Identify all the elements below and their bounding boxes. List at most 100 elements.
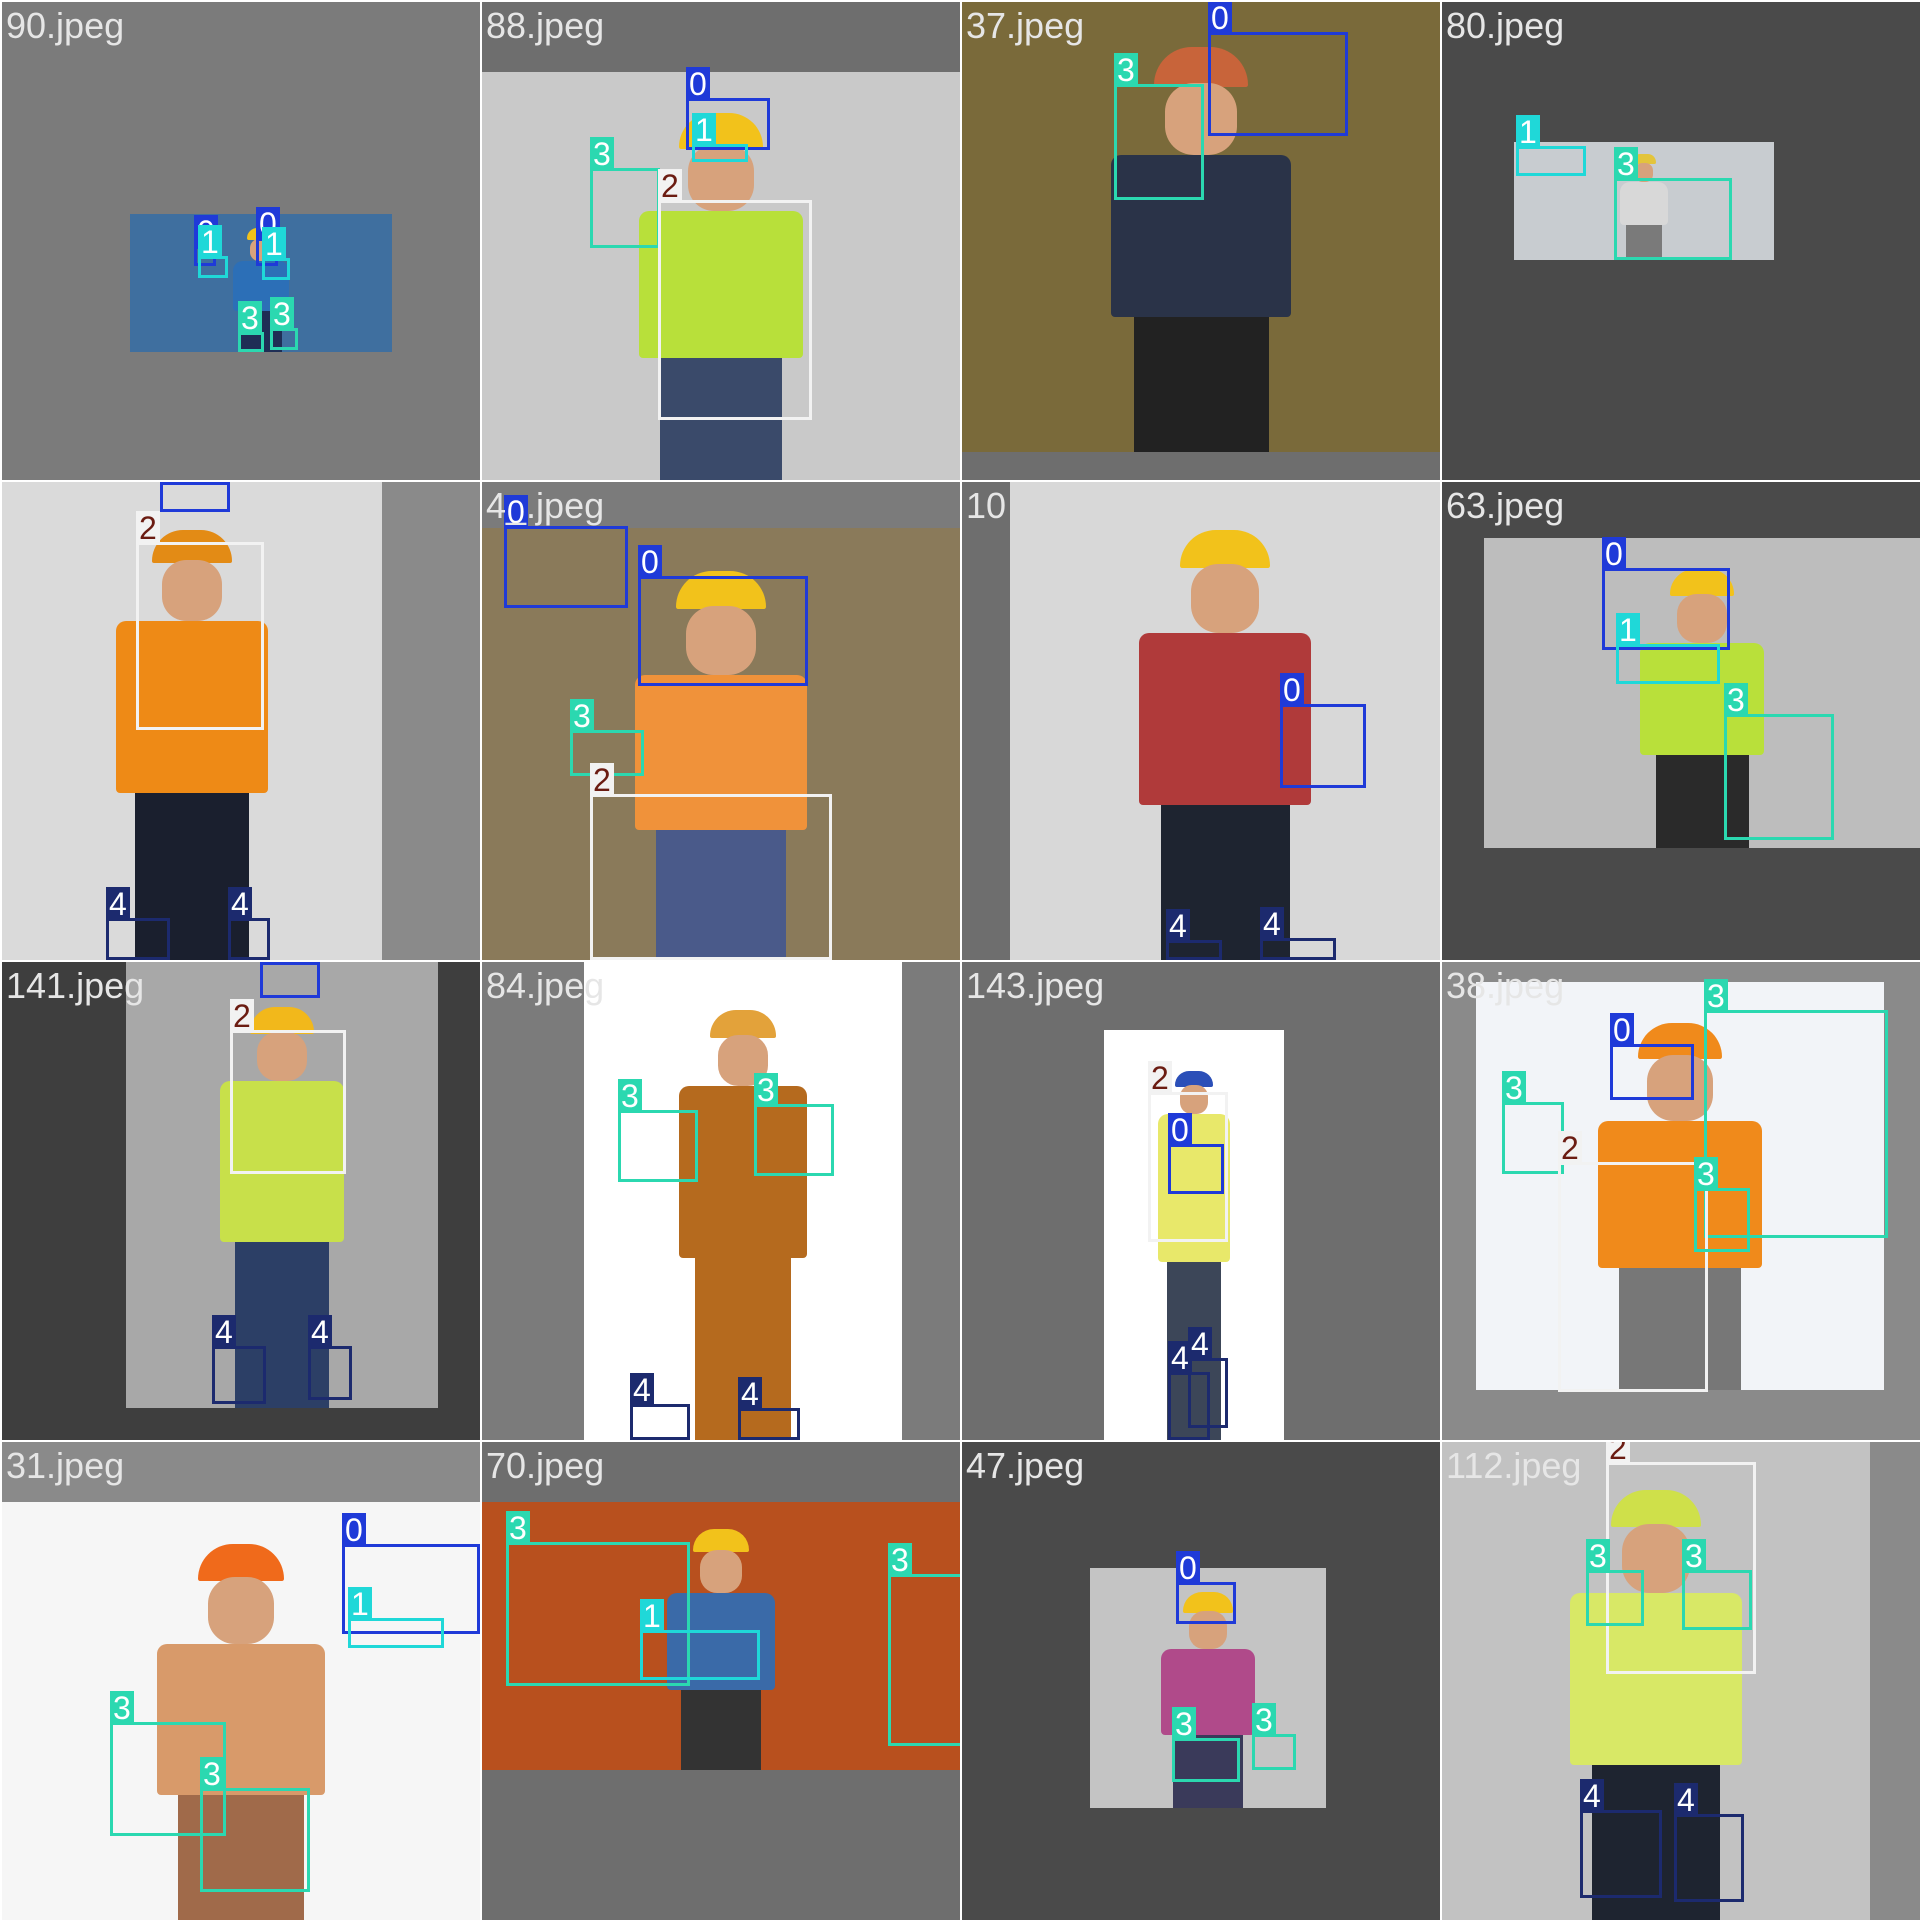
detection-box-class-0: 0 — [638, 545, 808, 686]
photo-worker-yellow-vest-standing — [126, 962, 438, 1408]
detection-box-class-1: 1 — [1516, 115, 1586, 176]
detection-box-class-1: 1 — [692, 113, 748, 162]
detection-box-class-1: 1 — [1616, 613, 1720, 684]
detection-class-label: 0 — [686, 67, 710, 101]
vest-shape — [219, 1081, 345, 1243]
tile-90: 90.jpeg001133 — [2, 2, 480, 480]
detection-class-label: 0 — [638, 545, 662, 579]
detection-class-label: 3 — [888, 1543, 912, 1577]
detection-class-label: 2 — [658, 169, 682, 203]
tile-47: 47.jpeg 0 3 3 — [962, 1442, 1440, 1920]
detection-box-class-3: 3 — [1704, 979, 1888, 1238]
detection-class-label: 1 — [1616, 613, 1640, 647]
detection-class-label: 2 — [1558, 1131, 1582, 1165]
detection-box-class-3: 3 — [110, 1691, 226, 1836]
helmet-shape — [249, 1006, 315, 1035]
tile-63: 63.jpeg 0 1 3 — [1442, 482, 1920, 960]
detection-box-class-4: 4 — [228, 887, 270, 960]
detection-class-label: 2 — [230, 999, 254, 1033]
detection-class-label: 4 — [1674, 1783, 1698, 1817]
detection-box-class-3: 3 — [1614, 147, 1732, 260]
tile-filename: 143.jpeg — [966, 965, 1105, 1006]
detection-class-label: 2 — [590, 763, 614, 797]
detection-class-label: 4 — [212, 1315, 236, 1349]
helmet-shape — [709, 1009, 777, 1038]
detection-box-class-0: 0 — [1280, 673, 1366, 788]
detection-box-class-3: 3 — [1502, 1071, 1564, 1174]
face-shape — [1677, 593, 1727, 644]
detection-class-label: 4 — [1166, 909, 1190, 943]
detection-class-label: 3 — [1704, 979, 1728, 1013]
tile-141: 141.jpeg 0 2 4 4 — [2, 962, 480, 1440]
helmet-shape — [1611, 1489, 1701, 1528]
detection-class-label: 1 — [1516, 115, 1540, 149]
detection-box-class-0: 0 — [1176, 1551, 1236, 1624]
photo-worker-plaid-helmet-in-hand — [1010, 482, 1440, 960]
helmet-shape — [693, 1528, 749, 1553]
photo-worker-respirator-gloves — [2, 1502, 480, 1920]
detection-box-class-2: 2 — [136, 511, 264, 730]
face-shape — [1621, 1524, 1691, 1593]
detection-box-class-0: 0 — [1208, 2, 1348, 136]
detection-box-class-0: 0 — [1168, 1113, 1224, 1194]
detection-box-class-4: 4 — [106, 887, 170, 960]
detection-class-label: 3 — [1682, 1539, 1706, 1573]
tile-4x: 4_.jpeg 0 0 3 2 — [482, 482, 960, 960]
detection-class-label: 0 — [342, 1513, 366, 1547]
detection-box-class-2: 2 — [1148, 1061, 1228, 1242]
vest-shape — [1570, 1592, 1742, 1765]
detection-box-class-4: 4 — [1580, 1779, 1662, 1898]
face-shape — [1189, 1610, 1227, 1649]
detection-box-class-3: 3 — [1724, 683, 1834, 840]
detection-box-class-2: 2 — [1606, 1442, 1756, 1674]
detection-class-label: 3 — [570, 699, 594, 733]
detection-box-class-1: 1 — [348, 1587, 444, 1648]
detection-class-label: 3 — [1694, 1157, 1718, 1191]
detection-box-class-0: 0 — [1602, 537, 1730, 650]
detection-class-label: 3 — [1172, 1707, 1196, 1741]
legs-shape — [1618, 1267, 1742, 1390]
detection-class-label: 3 — [270, 297, 294, 331]
face-shape — [257, 1031, 307, 1082]
tile-70: 70.jpeg 3 3 1 — [482, 1442, 960, 1920]
detection-box-class-4: 4 — [212, 1315, 266, 1404]
tile-filename: 80.jpeg — [1446, 5, 1565, 46]
detection-class-label: 3 — [1502, 1071, 1526, 1105]
detection-box-class-4: 4 — [738, 1377, 800, 1440]
detection-box-class-3: 3 — [1586, 1539, 1644, 1626]
tile-filename: 112.jpeg — [1446, 1445, 1582, 1486]
photo-woman-worker-wood-frame — [482, 528, 960, 960]
detection-class-label: 2 — [1606, 1442, 1630, 1465]
detection-class-label: 3 — [618, 1079, 642, 1113]
detection-class-label: 0 — [1176, 1551, 1200, 1585]
tile-112: 112.jpeg 2 3 3 4 4 — [1442, 1442, 1920, 1920]
helmet-shape — [1180, 529, 1270, 568]
face-shape — [1647, 1055, 1713, 1121]
detection-class-label: 4 — [106, 887, 130, 921]
tile-filename: 4_.jpeg — [486, 485, 605, 526]
face-shape — [1634, 163, 1654, 183]
detection-box-class-3: 3 — [1682, 1539, 1752, 1630]
detection-box-class-3: 3 — [200, 1757, 310, 1892]
detection-class-label: 0 — [1280, 673, 1304, 707]
tile-37: 37.jpeg 3 0 — [962, 2, 1440, 480]
detection-box-class-3: 3 — [1172, 1707, 1240, 1782]
detection-box-class-4: 4 — [308, 1315, 352, 1400]
vest-shape — [1598, 1120, 1762, 1268]
detection-class-label: 3 — [200, 1757, 224, 1791]
detection-box-class-3: 3 — [618, 1079, 698, 1182]
detection-class-label: 3 — [238, 301, 262, 335]
legs-shape — [1626, 224, 1662, 260]
tile-filename: 31.jpeg — [6, 1445, 125, 1486]
detection-box-class-0: 0 — [1610, 1013, 1694, 1100]
detection-box-class-1: 1 — [198, 225, 228, 278]
face-shape — [1179, 1085, 1209, 1115]
detection-class-label: 0 — [1602, 537, 1626, 571]
tile-unlabeled-1: 0 2 4 4 — [2, 482, 480, 960]
face-shape — [686, 605, 756, 675]
tile-143: 143.jpeg 2 0 4 4 — [962, 962, 1440, 1440]
detection-box-class-1: 1 — [262, 227, 290, 280]
helmet-shape — [152, 529, 232, 564]
face-shape — [1190, 564, 1260, 633]
tile-filename: 47.jpeg — [966, 1445, 1085, 1486]
